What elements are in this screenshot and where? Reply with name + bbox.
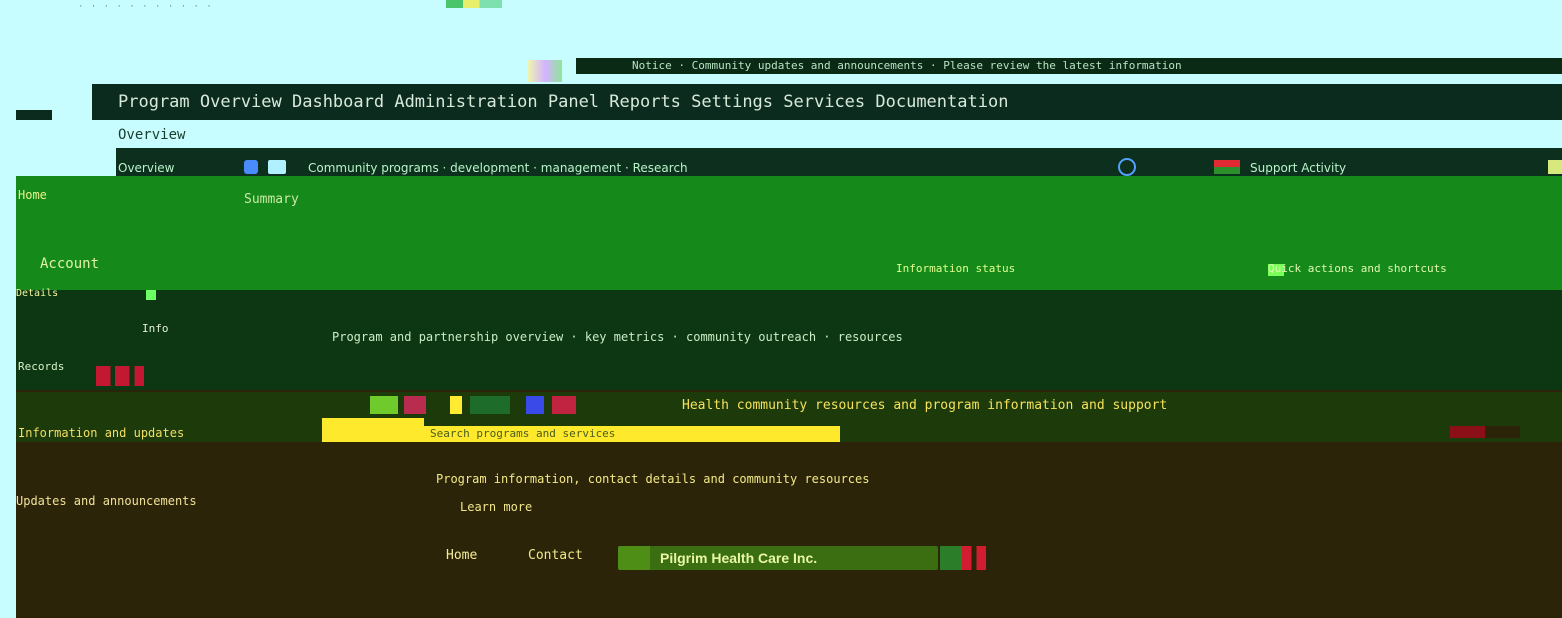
- notice-text: Notice · Community updates and announcem…: [632, 59, 1182, 72]
- page-title: Program Overview Dashboard Administratio…: [118, 92, 1009, 112]
- info-label: Info: [142, 322, 169, 335]
- footer-home-link[interactable]: Home: [446, 548, 478, 563]
- body-summary: Program and partnership overview · key m…: [332, 330, 903, 344]
- main-subtitle: Summary: [244, 192, 299, 207]
- notice-badge-icon: [528, 60, 562, 82]
- top-strip-logo-mark: [446, 0, 502, 8]
- main-panel: [16, 176, 1562, 292]
- nav-item-programs[interactable]: Community programs · development · manag…: [308, 161, 688, 175]
- tool-icon-a[interactable]: [370, 396, 398, 414]
- nav-item-support[interactable]: Support Activity: [1250, 161, 1347, 175]
- home-label[interactable]: Home: [18, 188, 47, 202]
- settings-icon[interactable]: [1118, 158, 1136, 176]
- side-flag-icon: [1450, 426, 1520, 438]
- learn-more-link[interactable]: Learn more: [460, 500, 533, 514]
- details-label: Details: [16, 288, 59, 299]
- user-icon[interactable]: [244, 160, 258, 174]
- tool-icon-b[interactable]: [404, 396, 426, 414]
- corner-icon: [1548, 160, 1562, 174]
- tool-icon-e[interactable]: [526, 396, 544, 414]
- actions-indicator-icon: [1268, 264, 1284, 276]
- announcements-text: Updates and announcements: [16, 494, 197, 508]
- window-icon[interactable]: [268, 160, 286, 174]
- status-text: Information status: [896, 262, 1016, 275]
- footer-flag-icon: [962, 546, 986, 570]
- footer-brand-pill[interactable]: [618, 546, 938, 570]
- search-placeholder[interactable]: Search programs and services: [430, 427, 616, 440]
- top-strip-text: · · · · · · · · · · ·: [78, 2, 213, 12]
- updates-label: Information and updates: [18, 426, 185, 440]
- footer-contact-link[interactable]: Contact: [528, 548, 583, 563]
- status-dot-icon: [146, 290, 156, 300]
- records-label[interactable]: Records: [18, 360, 65, 373]
- program-info-text: Program information, contact details and…: [436, 472, 870, 486]
- sub-header: Overview: [118, 127, 186, 143]
- tool-icon-d[interactable]: [470, 396, 510, 414]
- account-link[interactable]: Account: [40, 256, 100, 272]
- footer-mark-icon: [940, 546, 962, 570]
- bottom-headline: Health community resources and program i…: [682, 398, 1168, 413]
- title-bar: [92, 84, 1562, 120]
- quick-actions[interactable]: Quick actions and shortcuts: [1268, 262, 1447, 275]
- left-tick: [16, 110, 52, 120]
- body-panel: [16, 290, 1562, 390]
- marker-icon: [96, 366, 144, 386]
- top-strip: [0, 0, 1562, 60]
- search-button[interactable]: [322, 418, 424, 442]
- nav-item-overview[interactable]: Overview: [118, 161, 175, 175]
- tool-icon-c[interactable]: [450, 396, 462, 414]
- tool-icon-f[interactable]: [552, 396, 576, 414]
- search-input[interactable]: [424, 426, 840, 442]
- notice-band: [576, 58, 1562, 74]
- footer-brand-text[interactable]: Pilgrim Health Care Inc.: [660, 550, 818, 566]
- flag-icon[interactable]: [1214, 160, 1240, 174]
